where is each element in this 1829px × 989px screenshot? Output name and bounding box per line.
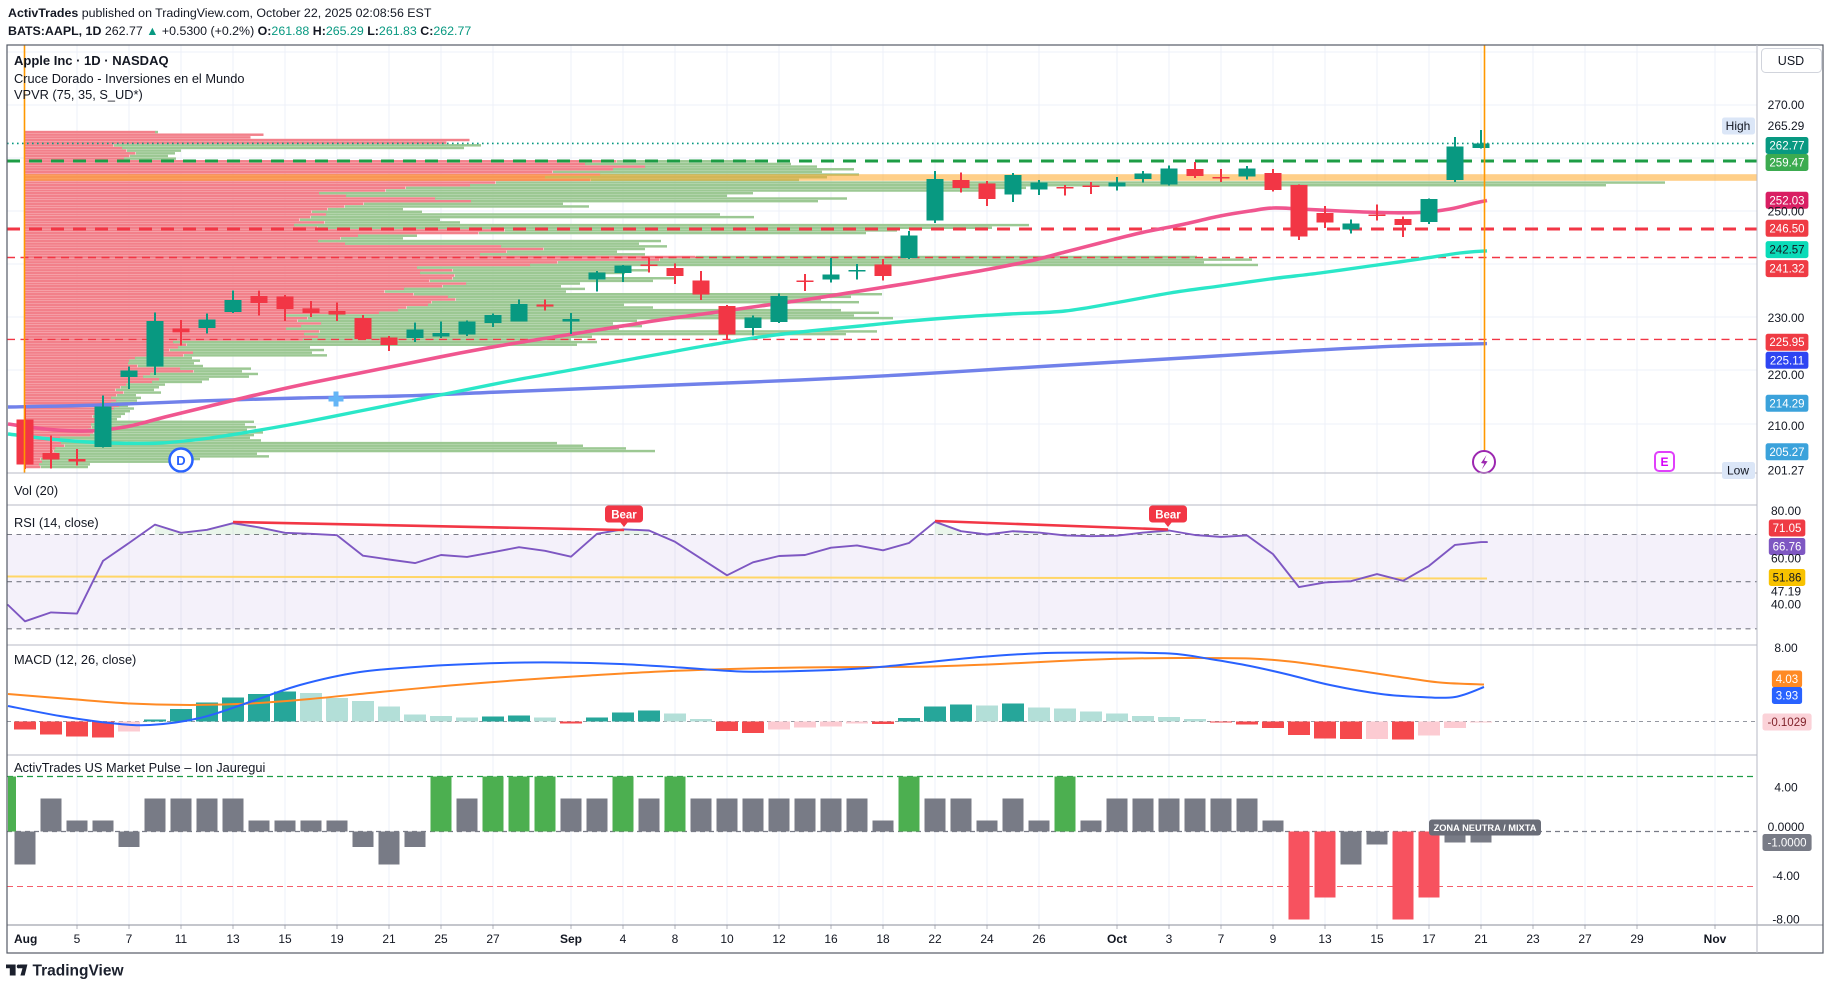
svg-text:Aug: Aug: [14, 932, 37, 946]
svg-text:TradingView: TradingView: [33, 963, 125, 980]
svg-text:71.05: 71.05: [1773, 523, 1802, 535]
svg-text:7: 7: [1218, 932, 1225, 946]
svg-text:262.77: 262.77: [1769, 141, 1804, 153]
svg-text:220.00: 220.00: [1768, 368, 1805, 382]
svg-text:-8.00: -8.00: [1772, 913, 1800, 927]
svg-text:21: 21: [1474, 932, 1488, 946]
svg-text:15: 15: [278, 932, 292, 946]
svg-text:22: 22: [928, 932, 942, 946]
svg-text:VPVR (75, 35, S_UD*): VPVR (75, 35, S_UD*): [14, 87, 143, 102]
svg-text:225.11: 225.11: [1770, 355, 1804, 367]
svg-text:18: 18: [876, 932, 890, 946]
svg-text:ActivTrades published on Tradi: ActivTrades published on TradingView.com…: [8, 6, 432, 20]
svg-text:23: 23: [1526, 932, 1540, 946]
svg-text:RSI (14, close): RSI (14, close): [14, 515, 99, 530]
svg-text:10: 10: [720, 932, 734, 946]
svg-text:66.76: 66.76: [1773, 542, 1802, 554]
svg-text:246.50: 246.50: [1769, 223, 1804, 235]
svg-text:29: 29: [1630, 932, 1644, 946]
svg-text:225.95: 225.95: [1769, 337, 1804, 349]
svg-text:8.00: 8.00: [1774, 641, 1798, 655]
svg-text:51.86: 51.86: [1773, 573, 1802, 585]
svg-text:27: 27: [1578, 932, 1592, 946]
svg-text:40.00: 40.00: [1771, 598, 1801, 612]
svg-text:12: 12: [772, 932, 786, 946]
svg-text:241.32: 241.32: [1769, 264, 1804, 276]
svg-text:201.27: 201.27: [1768, 464, 1805, 478]
svg-text:7: 7: [126, 932, 133, 946]
svg-text:Apple Inc · 1D · NASDAQ: Apple Inc · 1D · NASDAQ: [14, 53, 169, 68]
svg-text:210.00: 210.00: [1768, 419, 1805, 433]
svg-text:Nov: Nov: [1704, 932, 1727, 946]
svg-text:27: 27: [486, 932, 500, 946]
svg-text:4.00: 4.00: [1774, 781, 1798, 795]
svg-text:-4.00: -4.00: [1772, 869, 1800, 883]
svg-text:47.19: 47.19: [1771, 585, 1801, 599]
svg-text:MACD (12, 26, close): MACD (12, 26, close): [14, 652, 136, 667]
svg-text:19: 19: [330, 932, 344, 946]
svg-text:-1.0000: -1.0000: [1767, 838, 1806, 850]
svg-text:E: E: [1660, 455, 1668, 469]
svg-text:ActivTrades US Market Pulse –: ActivTrades US Market Pulse – Ion Jaureg…: [14, 760, 265, 775]
svg-text:60.00: 60.00: [1771, 552, 1801, 566]
svg-text:259.47: 259.47: [1769, 158, 1804, 170]
svg-text:3.93: 3.93: [1776, 691, 1798, 703]
svg-text:Bear: Bear: [611, 510, 637, 522]
svg-text:242.57: 242.57: [1769, 245, 1804, 257]
svg-text:Oct: Oct: [1107, 932, 1127, 946]
svg-text:252.03: 252.03: [1769, 195, 1804, 207]
svg-text:D: D: [176, 453, 185, 468]
svg-text:13: 13: [1318, 932, 1332, 946]
svg-text:Vol (20): Vol (20): [14, 483, 58, 498]
svg-text:0.0000: 0.0000: [1768, 820, 1805, 834]
svg-text:BATS:AAPL, 1D 262.77 ▲ +0.530: BATS:AAPL, 1D 262.77 ▲ +0.5300 (+0.2%) O…: [8, 24, 471, 38]
svg-text:3: 3: [1166, 932, 1173, 946]
svg-text:4: 4: [620, 932, 627, 946]
svg-text:17: 17: [1422, 932, 1436, 946]
svg-text:16: 16: [824, 932, 838, 946]
svg-text:24: 24: [980, 932, 994, 946]
svg-text:Low: Low: [1727, 464, 1749, 478]
svg-text:Bear: Bear: [1155, 510, 1181, 522]
svg-text:9: 9: [1270, 932, 1277, 946]
svg-text:26: 26: [1032, 932, 1046, 946]
svg-text:230.00: 230.00: [1768, 311, 1805, 325]
svg-text:8: 8: [672, 932, 679, 946]
svg-text:265.29: 265.29: [1768, 119, 1805, 133]
svg-text:-0.1029: -0.1029: [1767, 717, 1806, 729]
svg-text:11: 11: [175, 932, 188, 946]
svg-text:Sep: Sep: [560, 932, 582, 946]
svg-text:25: 25: [434, 932, 448, 946]
svg-text:270.00: 270.00: [1768, 98, 1805, 112]
svg-text:205.27: 205.27: [1769, 447, 1804, 459]
svg-text:13: 13: [226, 932, 240, 946]
svg-text:USD: USD: [1778, 54, 1804, 68]
svg-text:214.29: 214.29: [1769, 398, 1804, 410]
svg-text:250.00: 250.00: [1768, 205, 1805, 219]
svg-text:21: 21: [382, 932, 396, 946]
svg-text:4.03: 4.03: [1776, 674, 1798, 686]
svg-text:15: 15: [1370, 932, 1384, 946]
svg-text:High: High: [1726, 119, 1751, 133]
svg-text:80.00: 80.00: [1771, 504, 1801, 518]
svg-text:5: 5: [74, 932, 81, 946]
svg-text:Cruce Dorado - Inversiones en: Cruce Dorado - Inversiones en el Mundo: [14, 71, 244, 86]
svg-text:ZONA NEUTRA / MIXTA: ZONA NEUTRA / MIXTA: [1434, 823, 1537, 833]
